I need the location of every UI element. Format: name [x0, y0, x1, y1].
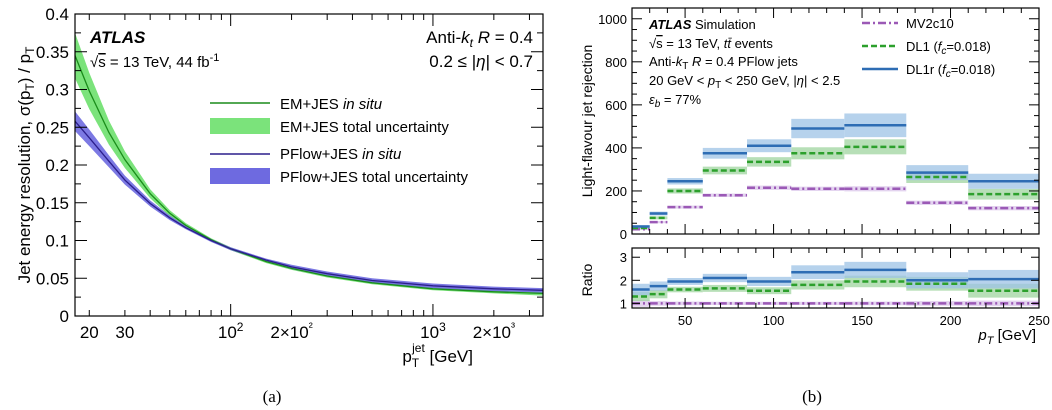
panel-a-experiment: ATLAS: [89, 28, 146, 47]
legend-label-mv2c10: MV2c10: [906, 16, 954, 31]
band-pf: [75, 111, 543, 293]
panel-b-experiment-line: ATLAS Simulation: [648, 17, 756, 32]
panel-b-caption: (b): [802, 387, 822, 406]
b-y-tick-label: 200: [605, 184, 627, 199]
main-band-dl1: [667, 188, 703, 194]
b-y-tick-label: 400: [605, 141, 627, 156]
ratio-band-dl1: [632, 291, 650, 302]
x-tick-label: 103: [420, 320, 446, 342]
ratio-band-dl1: [649, 290, 668, 299]
b-y-tick-label: 800: [605, 55, 627, 70]
panel-a-y-label: Jet energy resolution, σ(pT) / pT: [15, 46, 37, 284]
ratio-y-tick-label: 1: [620, 296, 627, 311]
x-tick-label: 30: [115, 323, 134, 342]
x-tick-label: 2×10²: [270, 320, 312, 342]
y-tick-label: 0.05: [36, 269, 69, 288]
main-band-dl1: [791, 147, 845, 160]
panel-b-jet-line: Anti-kT R = 0.4 PFlow jets: [649, 54, 798, 72]
b-y-tick-label: 0: [620, 227, 627, 242]
panel-b-legend: MV2c10 DL1 (fc=0.018) DL1r (fc=0.018): [862, 16, 995, 80]
y-tick-label: 0.35: [36, 43, 69, 62]
main-band-mv2c10: [906, 200, 969, 205]
panel-b-main-plot-marks: [632, 113, 1039, 231]
ratio-band-mv2c10: [632, 299, 650, 307]
b-y-tick-label: 1000: [598, 12, 627, 27]
y-tick-label: 0: [60, 307, 69, 326]
main-band-mv2c10: [844, 186, 907, 192]
x-tick-label: 2×10³: [473, 320, 515, 342]
b-y-tick-label: 600: [605, 98, 627, 113]
y-tick-label: 0.2: [45, 156, 69, 175]
panel-b: 0 200 400 600 800 1000 1 2 3 50 100 150 200 250 Light…: [579, 7, 1050, 406]
y-tick-label: 0.25: [36, 118, 69, 137]
panel-a-caption: (a): [263, 387, 282, 406]
y-tick-label: 0.1: [45, 232, 69, 251]
main-band-mv2c10: [791, 186, 845, 191]
line-pf: [74, 120, 544, 291]
b-x-tick-label: 150: [851, 313, 873, 328]
y-tick-label: 0.3: [45, 81, 69, 100]
main-band-mv2c10: [632, 228, 650, 231]
ratio-band-mv2c10: [844, 301, 907, 306]
y-tick-label: 0.15: [36, 194, 69, 213]
panel-b-x-label: pT [GeV]: [977, 327, 1036, 347]
panel-b-ratio-plot-marks: [632, 261, 1039, 307]
main-band-dl1: [649, 216, 668, 220]
panel-b-y-label: Light-flavour jet rejection: [579, 45, 595, 198]
panel-a-legend: EM+JES in situ EM+JES total uncertainty …: [210, 96, 469, 186]
main-band-dl1: [632, 226, 650, 230]
panel-b-ratio-frame: [631, 247, 1040, 309]
panel-b-energy-line: √s = 13 TeV, tt̄ events: [649, 36, 773, 51]
ratio-y-tick-label: 3: [620, 250, 627, 265]
panel-b-ticks: 0 200 400 600 800 1000 1 2 3 50 100 150 200 250: [598, 8, 1050, 328]
panel-a-eta-line: 0.2 ≤ |η| < 0.7: [429, 52, 533, 71]
ratio-band-dl1: [791, 280, 845, 290]
ratio-band-mv2c10: [906, 301, 969, 306]
panel-b-eff-line: εb = 77%: [649, 92, 702, 110]
legend-label-dl1: DL1 (fc=0.018): [906, 39, 991, 57]
panel-a-ticks: 0 0.05 0.1 0.15 0.2 0.25 0.3 0.35 0.4 20 30 102 2×10…: [36, 5, 543, 342]
panel-a-jet-line: Anti-kt R = 0.4: [426, 28, 533, 50]
panel-b-main-frame: [631, 7, 1040, 235]
ratio-band-mv2c10: [649, 301, 668, 306]
x-tick-label: 20: [80, 323, 99, 342]
band-em: [75, 32, 543, 296]
ratio-band-mv2c10: [791, 301, 845, 305]
panel-a-energy-line: √s = 13 TeV, 44 fb-1: [90, 52, 219, 71]
panel-a-x-label: pTjet [GeV]: [402, 341, 473, 370]
ratio-y-tick-label: 2: [620, 273, 627, 288]
legend-swatch-em-band: [210, 118, 270, 134]
y-tick-label: 0.4: [45, 5, 69, 24]
legend-label-pf-total: PFlow+JES total uncertainty: [280, 169, 469, 186]
x-tick-label: 102: [218, 320, 244, 342]
legend-label-pf-insitu: PFlow+JES in situ: [280, 146, 402, 163]
main-band-mv2c10: [649, 221, 668, 224]
b-x-tick-label: 50: [678, 313, 692, 328]
legend-label-em-total: EM+JES total uncertainty: [280, 119, 449, 136]
main-band-dl1: [968, 188, 1039, 200]
legend-label-em-insitu: EM+JES in situ: [280, 96, 383, 113]
panel-b-cut-line: 20 GeV < pT < 250 GeV, |η| < 2.5: [649, 73, 840, 91]
panel-a: 0 0.05 0.1 0.15 0.2 0.25 0.3 0.35 0.4 20 30 102 2×10…: [15, 5, 544, 406]
panel-b-ratio-y-label: Ratio: [579, 263, 595, 296]
b-x-tick-label: 100: [763, 313, 785, 328]
panel-a-plot-marks: [74, 32, 544, 296]
legend-label-dl1r: DL1r (fc=0.018): [906, 62, 995, 80]
ratio-band-dl1: [667, 286, 703, 293]
legend-swatch-pf-band: [210, 168, 270, 184]
b-x-tick-label: 200: [940, 313, 962, 328]
b-x-tick-label: 250: [1028, 313, 1050, 328]
